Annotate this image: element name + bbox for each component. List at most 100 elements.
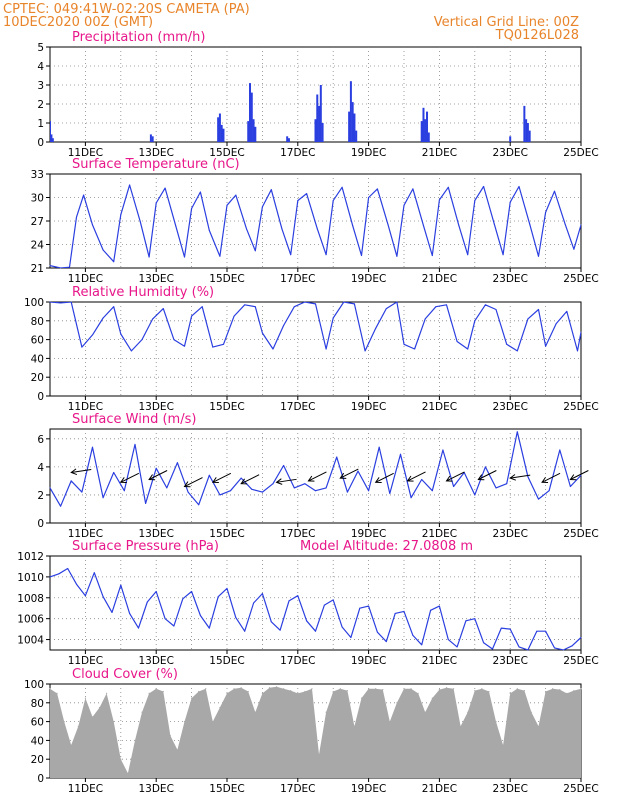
pres-point — [509, 628, 511, 630]
cloud-point — [297, 692, 299, 695]
precip-bar — [220, 124, 223, 142]
temp-point — [290, 254, 292, 256]
cloud-point — [339, 688, 341, 690]
precip-bar — [349, 81, 352, 142]
pres-point — [235, 617, 237, 619]
wind-xtick-label: 17DEC — [280, 528, 315, 540]
temp-xtick-label: 23DEC — [492, 273, 527, 285]
pres-point — [102, 596, 104, 598]
wind-point — [208, 474, 210, 476]
cloud-point — [403, 688, 405, 690]
precip-xtick-label: 23DEC — [492, 147, 527, 159]
pres-point — [545, 630, 547, 632]
wind-point — [336, 456, 338, 458]
temp-point — [352, 225, 354, 227]
rh-point — [456, 340, 458, 342]
wind-point — [506, 483, 508, 485]
temp-point — [281, 228, 283, 230]
rh-point — [343, 301, 345, 303]
cloud-xtick-label: 15DEC — [209, 783, 244, 795]
rh-ytick-label: 80 — [31, 316, 44, 328]
pres-ytick-label: 1010 — [17, 572, 44, 584]
rh-xtick-label: 25DEC — [563, 401, 598, 413]
wind-point — [49, 487, 51, 489]
wind-xtick-label: 13DEC — [138, 528, 173, 540]
pres-point — [527, 649, 529, 651]
temp-point — [387, 224, 389, 226]
rh-point — [283, 325, 285, 326]
temp-point — [467, 254, 469, 256]
precip-xtick-label: 11DEC — [68, 147, 103, 159]
cloud-panel: 0 20 40 60 80 100 11DEC 13DEC 15DEC 17DEC 19DEC 21D… — [24, 667, 599, 795]
pres-point — [155, 591, 157, 593]
pres-point — [306, 620, 308, 622]
wind-point — [378, 446, 380, 448]
temp-point — [564, 223, 566, 225]
wind-arrow-head — [148, 474, 156, 481]
rh-point — [414, 348, 416, 350]
wind-point — [123, 490, 125, 492]
temp-point — [184, 256, 186, 258]
cloud-point — [552, 688, 554, 690]
rh-point — [191, 315, 193, 317]
wind-point — [91, 446, 93, 448]
precip-bar — [218, 113, 221, 142]
cloud-point — [219, 706, 221, 709]
rh-point — [538, 309, 540, 311]
wind-ytick-label: 4 — [37, 462, 44, 474]
temp-ytick-label: 33 — [31, 169, 44, 181]
pres-point — [465, 620, 467, 622]
pres-xtick-label: 17DEC — [280, 655, 315, 667]
wind-point — [176, 462, 178, 464]
precip-bar — [287, 138, 290, 142]
precip-bar — [286, 136, 289, 142]
cloud-point — [318, 753, 320, 756]
pres-point — [438, 605, 440, 607]
wind-arrow-shaft — [184, 477, 203, 487]
pres-point — [474, 618, 476, 620]
wind-point — [198, 504, 200, 506]
cloud-point — [311, 688, 313, 690]
wind-point — [102, 497, 104, 499]
pres-point — [191, 591, 193, 593]
precip-ytick-label: 3 — [37, 80, 44, 92]
cloud-point — [162, 690, 164, 693]
precip-bar — [424, 119, 427, 142]
precip-bar — [318, 105, 321, 142]
cloud-ytick-label: 20 — [31, 754, 44, 766]
temp-point — [129, 184, 131, 186]
precip-ytick-label: 2 — [37, 99, 44, 111]
pres-point — [138, 627, 139, 629]
cloud-point — [113, 721, 115, 723]
pres-point — [199, 615, 201, 617]
temp-point — [368, 197, 370, 198]
temp-point — [113, 261, 115, 263]
rh-point — [70, 301, 72, 303]
temp-point — [164, 187, 166, 189]
pres-point — [288, 600, 290, 602]
temp-point — [76, 216, 78, 218]
cloud-point — [325, 711, 327, 713]
wind-arrow-head — [541, 477, 549, 484]
cloud-xtick-label: 11DEC — [68, 783, 103, 795]
cloud-point — [261, 692, 263, 695]
temp-point — [120, 214, 122, 216]
temp-ytick-label: 21 — [31, 263, 44, 275]
wind-point — [134, 443, 136, 445]
temp-point — [332, 200, 334, 202]
pres-point — [111, 611, 113, 613]
pres-point — [208, 627, 210, 629]
temp-point — [529, 223, 531, 225]
wind-title: Surface Wind (m/s) — [72, 412, 196, 427]
pres-point — [146, 601, 148, 603]
precip-bar — [427, 132, 430, 142]
temp-point — [270, 189, 272, 191]
wind-point — [484, 466, 486, 468]
pres-point — [492, 648, 493, 650]
temp-point — [553, 190, 555, 192]
cloud-point — [283, 688, 285, 690]
cloud-xtick-label: 17DEC — [280, 783, 315, 795]
precip-bar — [321, 123, 324, 142]
pres-point — [536, 630, 538, 632]
temp-point — [509, 201, 511, 203]
